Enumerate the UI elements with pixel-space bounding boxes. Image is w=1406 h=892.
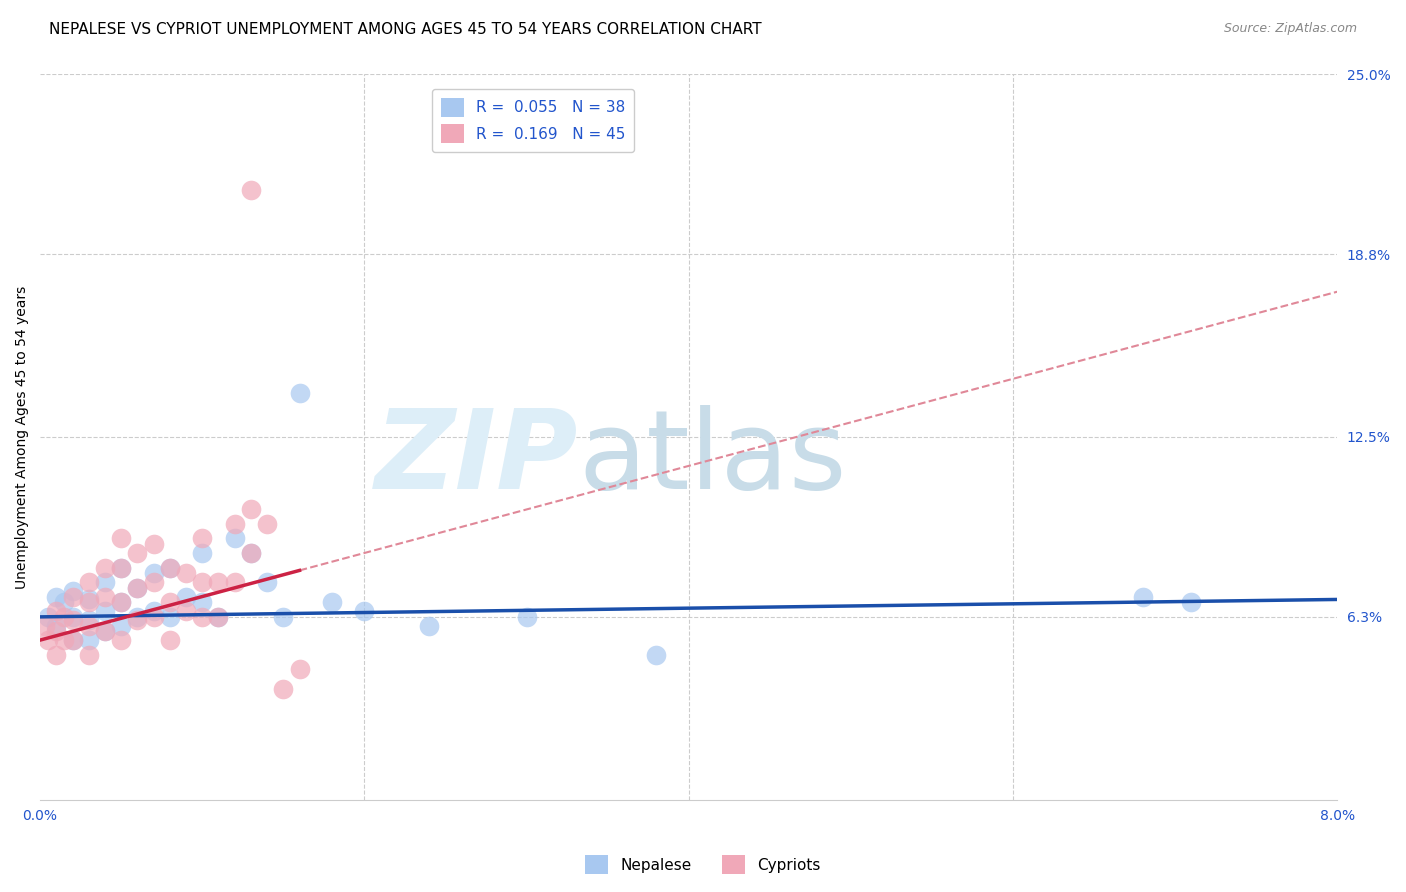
Point xyxy=(127,581,149,595)
Point xyxy=(418,618,440,632)
Point xyxy=(77,633,100,648)
Point xyxy=(37,610,59,624)
Point xyxy=(224,532,246,546)
Point xyxy=(94,560,117,574)
Point xyxy=(645,648,668,662)
Point xyxy=(191,575,214,590)
Point xyxy=(174,604,197,618)
Point xyxy=(94,624,117,639)
Text: ZIP: ZIP xyxy=(375,405,578,512)
Point xyxy=(110,633,132,648)
Point xyxy=(37,633,59,648)
Point xyxy=(321,595,343,609)
Point xyxy=(34,618,56,632)
Point xyxy=(1132,590,1154,604)
Point xyxy=(288,386,311,401)
Point xyxy=(142,566,165,581)
Point xyxy=(174,566,197,581)
Point xyxy=(45,604,67,618)
Point xyxy=(191,610,214,624)
Point xyxy=(191,595,214,609)
Point xyxy=(159,595,181,609)
Point xyxy=(159,560,181,574)
Point xyxy=(239,502,262,516)
Point xyxy=(239,546,262,560)
Point xyxy=(45,648,67,662)
Point xyxy=(110,560,132,574)
Point xyxy=(77,595,100,609)
Point xyxy=(110,618,132,632)
Point xyxy=(62,583,84,598)
Point xyxy=(207,575,229,590)
Point xyxy=(62,610,84,624)
Point xyxy=(239,183,262,197)
Point xyxy=(256,516,278,531)
Point xyxy=(94,604,117,618)
Point xyxy=(110,560,132,574)
Point xyxy=(77,592,100,607)
Point xyxy=(239,546,262,560)
Point xyxy=(45,624,67,639)
Point xyxy=(174,590,197,604)
Point xyxy=(45,590,67,604)
Point xyxy=(62,590,84,604)
Point xyxy=(224,516,246,531)
Y-axis label: Unemployment Among Ages 45 to 54 years: Unemployment Among Ages 45 to 54 years xyxy=(15,285,30,589)
Point xyxy=(53,595,76,609)
Point xyxy=(515,610,537,624)
Point xyxy=(142,604,165,618)
Point xyxy=(127,610,149,624)
Point xyxy=(127,613,149,627)
Point xyxy=(159,633,181,648)
Point xyxy=(207,610,229,624)
Text: atlas: atlas xyxy=(578,405,846,512)
Point xyxy=(77,613,100,627)
Point xyxy=(271,610,294,624)
Point xyxy=(77,648,100,662)
Point xyxy=(53,610,76,624)
Point xyxy=(207,610,229,624)
Point xyxy=(45,618,67,632)
Point xyxy=(142,537,165,551)
Point xyxy=(353,604,375,618)
Point xyxy=(256,575,278,590)
Point xyxy=(191,532,214,546)
Point xyxy=(62,633,84,648)
Point xyxy=(142,610,165,624)
Point xyxy=(159,610,181,624)
Point xyxy=(288,662,311,676)
Point xyxy=(110,595,132,609)
Point xyxy=(191,546,214,560)
Point xyxy=(94,624,117,639)
Legend: R =  0.055   N = 38, R =  0.169   N = 45: R = 0.055 N = 38, R = 0.169 N = 45 xyxy=(432,89,634,153)
Point xyxy=(142,575,165,590)
Point xyxy=(224,575,246,590)
Point xyxy=(127,546,149,560)
Point xyxy=(127,581,149,595)
Point xyxy=(271,682,294,697)
Point xyxy=(53,633,76,648)
Point xyxy=(159,560,181,574)
Point xyxy=(62,613,84,627)
Point xyxy=(94,590,117,604)
Text: NEPALESE VS CYPRIOT UNEMPLOYMENT AMONG AGES 45 TO 54 YEARS CORRELATION CHART: NEPALESE VS CYPRIOT UNEMPLOYMENT AMONG A… xyxy=(49,22,762,37)
Point xyxy=(110,532,132,546)
Point xyxy=(94,575,117,590)
Point xyxy=(77,575,100,590)
Text: Source: ZipAtlas.com: Source: ZipAtlas.com xyxy=(1223,22,1357,36)
Point xyxy=(77,618,100,632)
Point xyxy=(110,595,132,609)
Legend: Nepalese, Cypriots: Nepalese, Cypriots xyxy=(579,849,827,880)
Point xyxy=(1180,595,1202,609)
Point xyxy=(62,633,84,648)
